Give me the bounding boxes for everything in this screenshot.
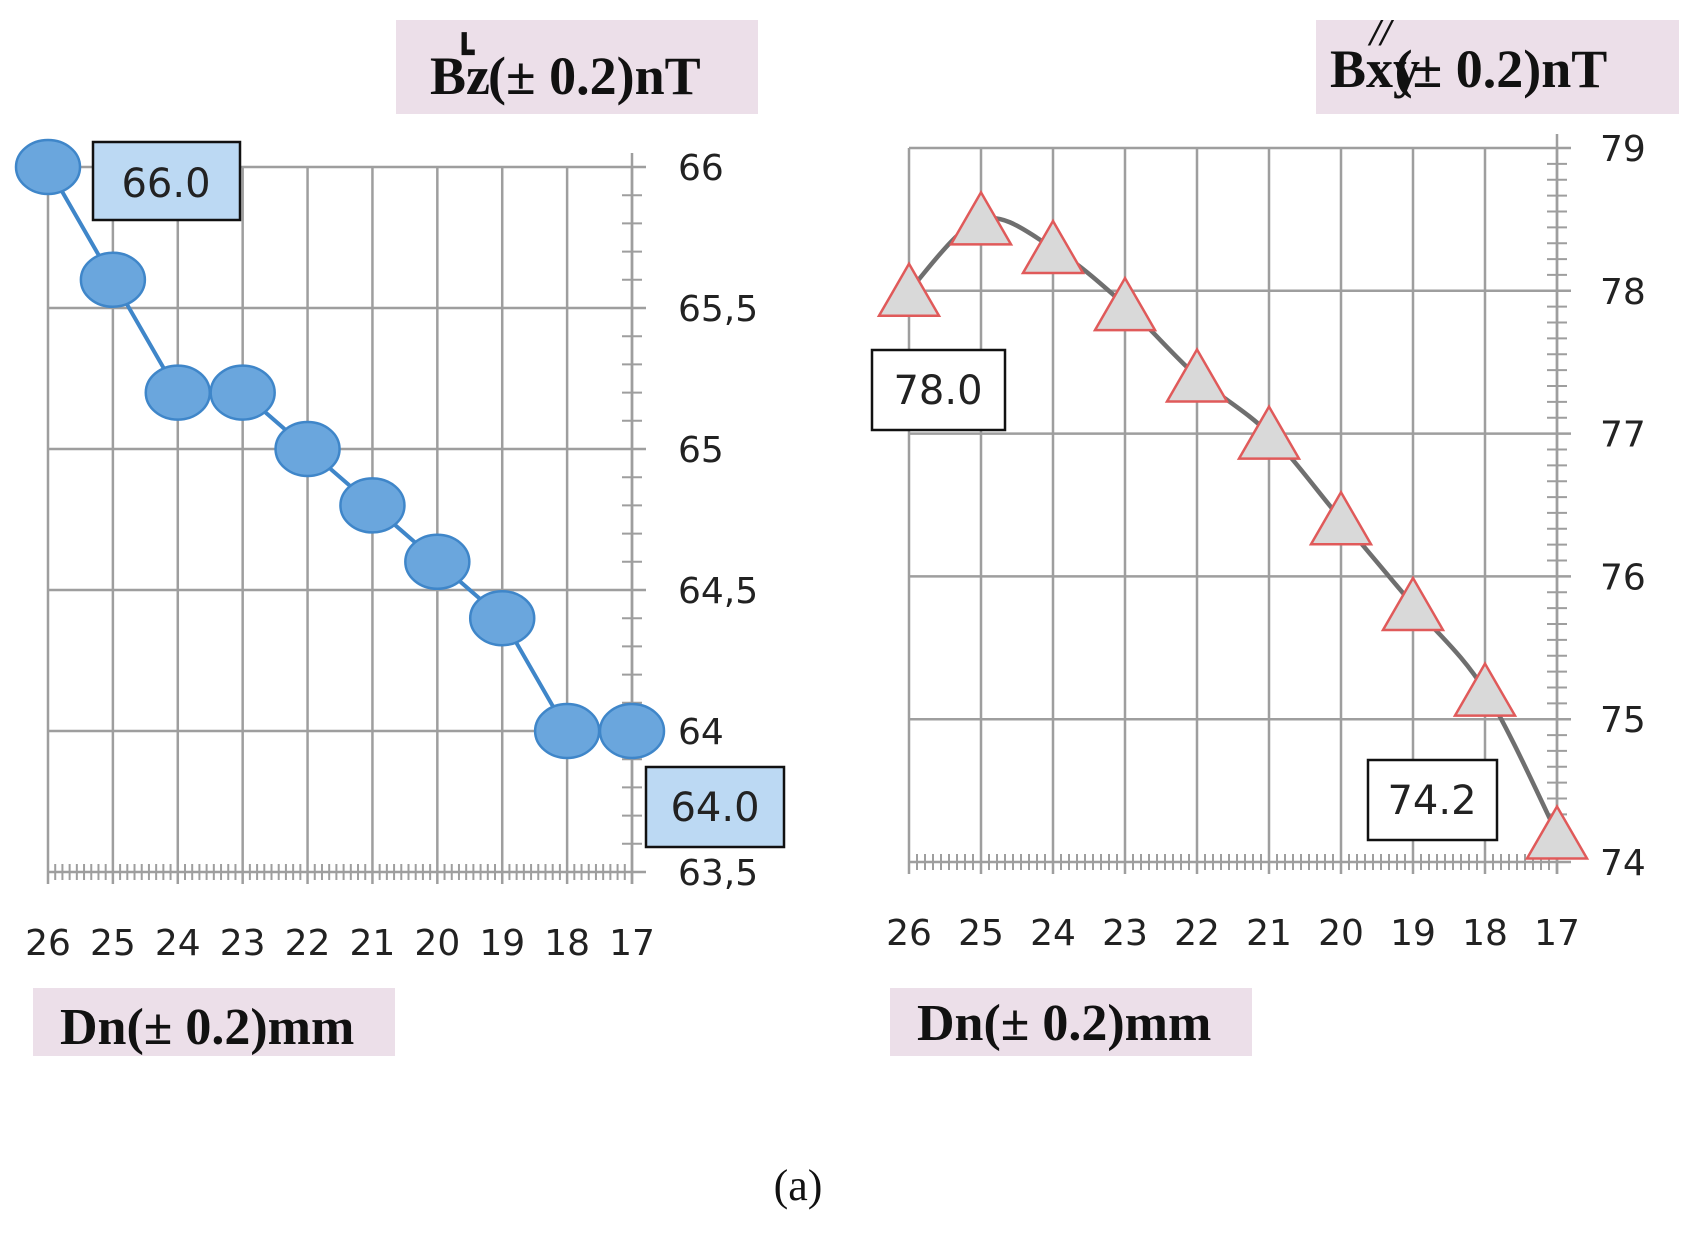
left-y-tick-label: 66	[678, 148, 724, 189]
right-y-tick-label: 78	[1600, 272, 1646, 313]
left-y-tick-label: 64,5	[678, 571, 758, 612]
left-data-point	[79, 251, 147, 309]
left-data-point	[339, 477, 406, 534]
left-data-point	[144, 364, 212, 421]
left-y-title-text: Bz┗ (± 0.2)nT	[430, 31, 701, 106]
left-callout-start-text: 66.0	[121, 161, 210, 207]
left-series-line	[46, 166, 632, 733]
chart-bxy: 74 75 76 77 78 79 26 25 24 23 22 21 20 19 18 17 78.0 7…	[870, 12, 1679, 1056]
left-y-tick-label: 65	[678, 430, 724, 471]
right-data-point	[1092, 275, 1158, 332]
right-callout-end-text: 74.2	[1387, 778, 1476, 824]
right-callout-start: 78.0	[870, 348, 1007, 432]
right-y-tick-label: 74	[1600, 843, 1646, 884]
left-y-title: Bz┗ (± 0.2)nT	[396, 20, 758, 114]
left-x-title: Dn(± 0.2)mm	[33, 988, 395, 1056]
left-x-tick-label: 21	[350, 923, 396, 964]
left-data-point	[274, 420, 341, 478]
left-x-tick-label: 26	[25, 923, 71, 964]
right-minor-ticks	[916, 162, 1567, 870]
right-data-point	[876, 261, 942, 318]
left-y-tick-label: 64	[678, 712, 724, 753]
right-y-tick-label: 76	[1600, 557, 1646, 598]
left-data-point	[209, 364, 276, 421]
left-data-point	[14, 138, 82, 196]
left-callout-end: 64.0	[644, 765, 786, 849]
right-data-point	[948, 189, 1014, 246]
right-data-point	[1164, 346, 1230, 403]
left-callout-end-text: 64.0	[670, 785, 759, 831]
right-series-path	[907, 215, 1560, 835]
left-y-title-rest: (± 0.2)nT	[474, 46, 700, 106]
left-x-tick-label: 24	[155, 923, 201, 964]
right-y-title-rest: (± 0.2)nT	[1381, 39, 1607, 99]
right-data-point	[1524, 803, 1590, 860]
right-x-tick-labels: 26 25 24 23 22 21 20 19 18 17	[886, 913, 1580, 954]
left-x-tick-label: 20	[414, 923, 460, 964]
left-minor-ticks	[54, 194, 642, 880]
right-x-tick-label: 26	[886, 913, 932, 954]
right-x-tick-label: 17	[1534, 913, 1580, 954]
right-data-point	[1380, 575, 1446, 632]
right-data-point	[1308, 489, 1374, 546]
left-data-point	[468, 589, 536, 647]
right-y-title-main: Bxy	[1330, 39, 1420, 99]
right-x-tick-label: 18	[1462, 913, 1508, 954]
left-x-tick-label: 23	[220, 923, 266, 964]
left-x-title-text: Dn(± 0.2)mm	[60, 999, 354, 1056]
right-x-tick-label: 19	[1390, 913, 1436, 954]
right-x-title-text: Dn(± 0.2)mm	[917, 995, 1211, 1052]
left-series-path	[46, 166, 632, 733]
left-y-title-main: Bz	[430, 46, 490, 106]
left-data-point	[404, 533, 471, 591]
right-y-title-text: Bxy// (± 0.2)nT	[1330, 12, 1607, 99]
left-y-tick-label: 63,5	[678, 853, 758, 894]
right-y-tick-labels: 74 75 76 77 78 79	[1600, 129, 1646, 884]
right-x-tick-label: 22	[1174, 913, 1220, 954]
right-x-tick-label: 23	[1102, 913, 1148, 954]
right-callout-end: 74.2	[1366, 758, 1499, 842]
right-x-tick-label: 21	[1246, 913, 1292, 954]
right-x-tick-label: 20	[1318, 913, 1364, 954]
right-y-tick-label: 75	[1600, 700, 1646, 741]
left-callout-start: 66.0	[91, 140, 242, 222]
right-x-tick-label: 25	[958, 913, 1004, 954]
right-y-tick-label: 79	[1600, 129, 1646, 170]
left-y-tick-label: 65,5	[678, 289, 758, 330]
left-x-tick-label: 18	[544, 923, 590, 964]
left-data-point	[598, 702, 666, 760]
right-y-title-super: //	[1367, 12, 1395, 54]
right-y-title: Bxy// (± 0.2)nT	[1316, 12, 1679, 114]
right-series-points	[876, 189, 1590, 860]
left-series-points	[14, 138, 666, 760]
figure-caption: (a)	[774, 1161, 823, 1210]
right-callout-start-text: 78.0	[893, 368, 982, 414]
right-data-point	[1452, 661, 1518, 717]
right-x-tick-label: 24	[1030, 913, 1076, 954]
left-x-tick-labels: 26 25 24 23 22 21 20 19 18 17	[25, 923, 655, 964]
left-x-tick-label: 25	[90, 923, 136, 964]
left-x-tick-label: 17	[609, 923, 655, 964]
left-data-point	[533, 702, 601, 760]
left-y-title-super: ┗	[454, 31, 475, 72]
left-x-tick-label: 22	[285, 923, 331, 964]
left-x-tick-label: 19	[479, 923, 525, 964]
right-data-point	[1236, 404, 1302, 460]
right-data-point	[1020, 218, 1086, 275]
right-x-title: Dn(± 0.2)mm	[890, 988, 1252, 1056]
left-y-tick-labels: 63,5 64 64,5 65 65,5 66	[678, 148, 758, 894]
right-series-line	[907, 215, 1560, 835]
right-grid	[907, 134, 1571, 874]
right-y-tick-label: 77	[1600, 415, 1646, 456]
